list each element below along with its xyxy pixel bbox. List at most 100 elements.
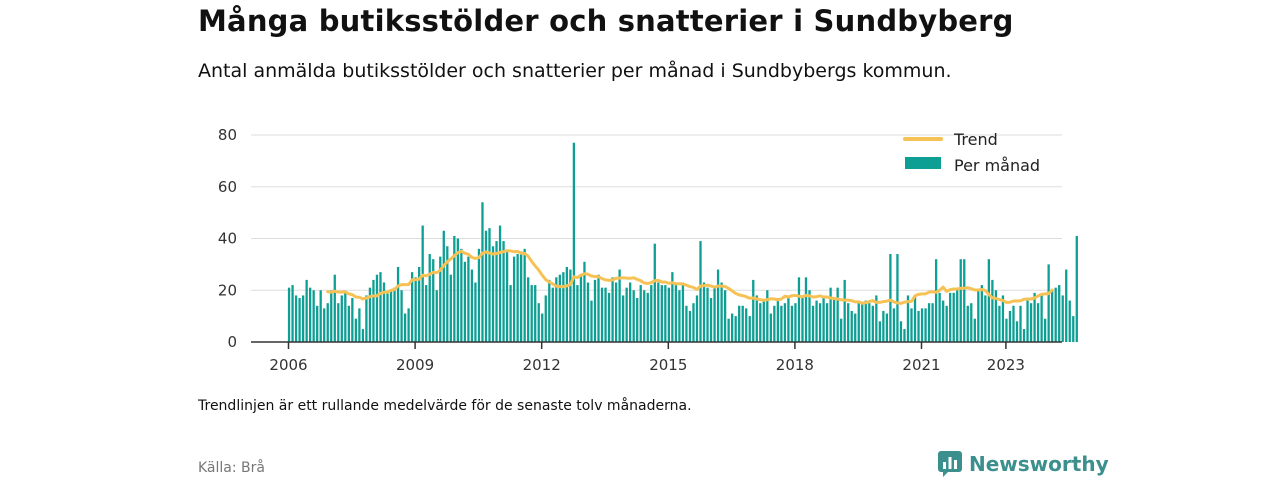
- bar: [857, 300, 860, 342]
- legend: Trend Per månad: [903, 130, 1040, 175]
- bar: [850, 310, 853, 342]
- bar: [906, 295, 910, 342]
- bar: [650, 285, 653, 342]
- bar: [1040, 295, 1043, 342]
- bar: [351, 298, 354, 342]
- bar: [720, 282, 723, 342]
- bar: [527, 277, 530, 342]
- bar: [1033, 292, 1036, 342]
- bar: [692, 303, 695, 342]
- bar: [410, 272, 414, 342]
- bar: [544, 295, 547, 342]
- bar: [927, 303, 931, 342]
- bar: [460, 248, 463, 342]
- legend-label-bars: Per månad: [954, 156, 1040, 175]
- bar: [678, 290, 681, 342]
- bar: [653, 243, 656, 342]
- bar: [769, 313, 772, 342]
- bar: [998, 305, 1001, 342]
- bar: [643, 290, 646, 342]
- bar: [333, 274, 336, 342]
- bar: [780, 305, 783, 342]
- bar: [931, 303, 934, 342]
- bar: [766, 290, 769, 342]
- bar: [664, 285, 667, 342]
- bar: [847, 303, 850, 342]
- bar: [738, 305, 741, 342]
- bar: [1047, 264, 1050, 342]
- bar: [748, 316, 751, 342]
- bar: [354, 318, 358, 342]
- bar: [1075, 235, 1078, 342]
- bar: [632, 290, 635, 342]
- bar: [386, 292, 389, 342]
- bar: [903, 329, 906, 342]
- y-tick-label: 20: [218, 281, 237, 299]
- bar: [734, 316, 737, 342]
- bar: [899, 321, 903, 342]
- bar: [885, 313, 889, 342]
- bar: [498, 225, 502, 342]
- x-tick-label: 2023: [987, 356, 1025, 374]
- bar: [439, 256, 442, 342]
- bar: [688, 310, 692, 342]
- bar: [607, 292, 611, 342]
- bar: [421, 225, 424, 342]
- bar: [316, 305, 319, 342]
- brand-logo[interactable]: Newsworthy: [938, 450, 1109, 478]
- bar: [453, 235, 456, 342]
- bar: [481, 202, 484, 342]
- bar: [1015, 321, 1019, 342]
- x-tick-label: 2009: [396, 356, 434, 374]
- bar: [446, 246, 449, 342]
- bar: [674, 282, 678, 342]
- bar: [636, 298, 639, 342]
- bar: [1026, 300, 1029, 342]
- bar: [716, 269, 720, 342]
- x-tick-label: 2021: [902, 356, 940, 374]
- bar: [1012, 305, 1015, 342]
- bar: [875, 295, 878, 342]
- bar: [625, 287, 628, 342]
- bar: [488, 228, 491, 342]
- bar: [864, 300, 867, 342]
- bar: [956, 290, 959, 342]
- bar: [509, 285, 512, 342]
- source-label: Källa: Brå: [198, 460, 265, 476]
- bar: [1005, 318, 1008, 342]
- bar: [917, 310, 920, 342]
- bar: [379, 272, 382, 342]
- bar: [396, 266, 400, 342]
- x-tick-label: 2015: [649, 356, 687, 374]
- bar: [375, 274, 379, 342]
- bar: [942, 300, 945, 342]
- bar: [797, 277, 801, 342]
- bar: [1029, 303, 1033, 342]
- bar: [994, 290, 998, 342]
- bar: [502, 241, 505, 342]
- bar: [400, 290, 403, 342]
- trend-line: [326, 249, 1054, 305]
- bar: [639, 285, 642, 342]
- bar: [892, 308, 896, 342]
- bar: [534, 285, 537, 342]
- bar: [980, 285, 983, 342]
- bar: [372, 279, 375, 342]
- bar: [523, 248, 526, 342]
- bar: [291, 285, 294, 342]
- bar: [952, 292, 955, 342]
- bar: [618, 269, 621, 342]
- bar: [347, 305, 350, 342]
- bar: [583, 261, 586, 342]
- bar: [621, 295, 625, 342]
- bar: [425, 285, 428, 342]
- bar: [340, 295, 343, 342]
- chart-subtitle: Antal anmälda butiksstölder och snatteri…: [198, 60, 952, 82]
- bar: [1022, 329, 1026, 342]
- bar: [614, 282, 618, 342]
- bar: [660, 285, 663, 342]
- bar: [878, 321, 881, 342]
- bar: [305, 279, 308, 342]
- bar: [924, 308, 927, 342]
- bar: [548, 279, 551, 342]
